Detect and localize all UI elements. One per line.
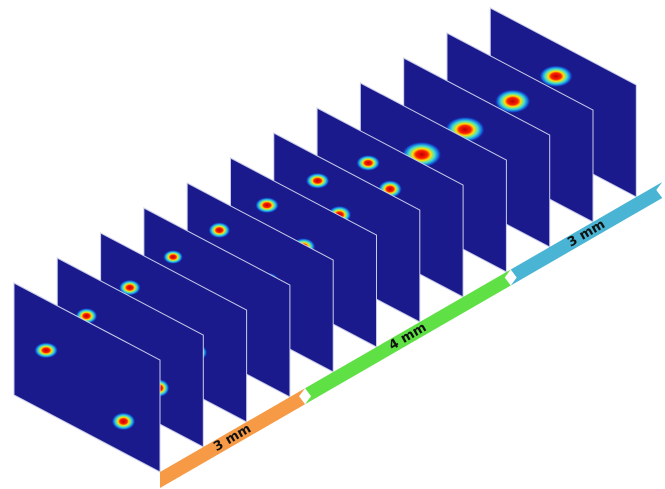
- intensity-spot: [163, 250, 183, 264]
- intensity-spot: [306, 173, 330, 189]
- intensity-spot: [356, 155, 380, 171]
- intensity-spot: [112, 412, 136, 430]
- segment-label: 4 mm: [387, 320, 430, 353]
- segment-label: 3 mm: [565, 217, 608, 250]
- intensity-spot: [208, 222, 230, 238]
- intensity-spot: [34, 342, 58, 358]
- panels: [14, 8, 636, 472]
- segment-label: 3 mm: [211, 421, 254, 454]
- figure: 3 mm 4 mm 3 mm: [0, 0, 665, 489]
- intensity-spot: [255, 197, 279, 213]
